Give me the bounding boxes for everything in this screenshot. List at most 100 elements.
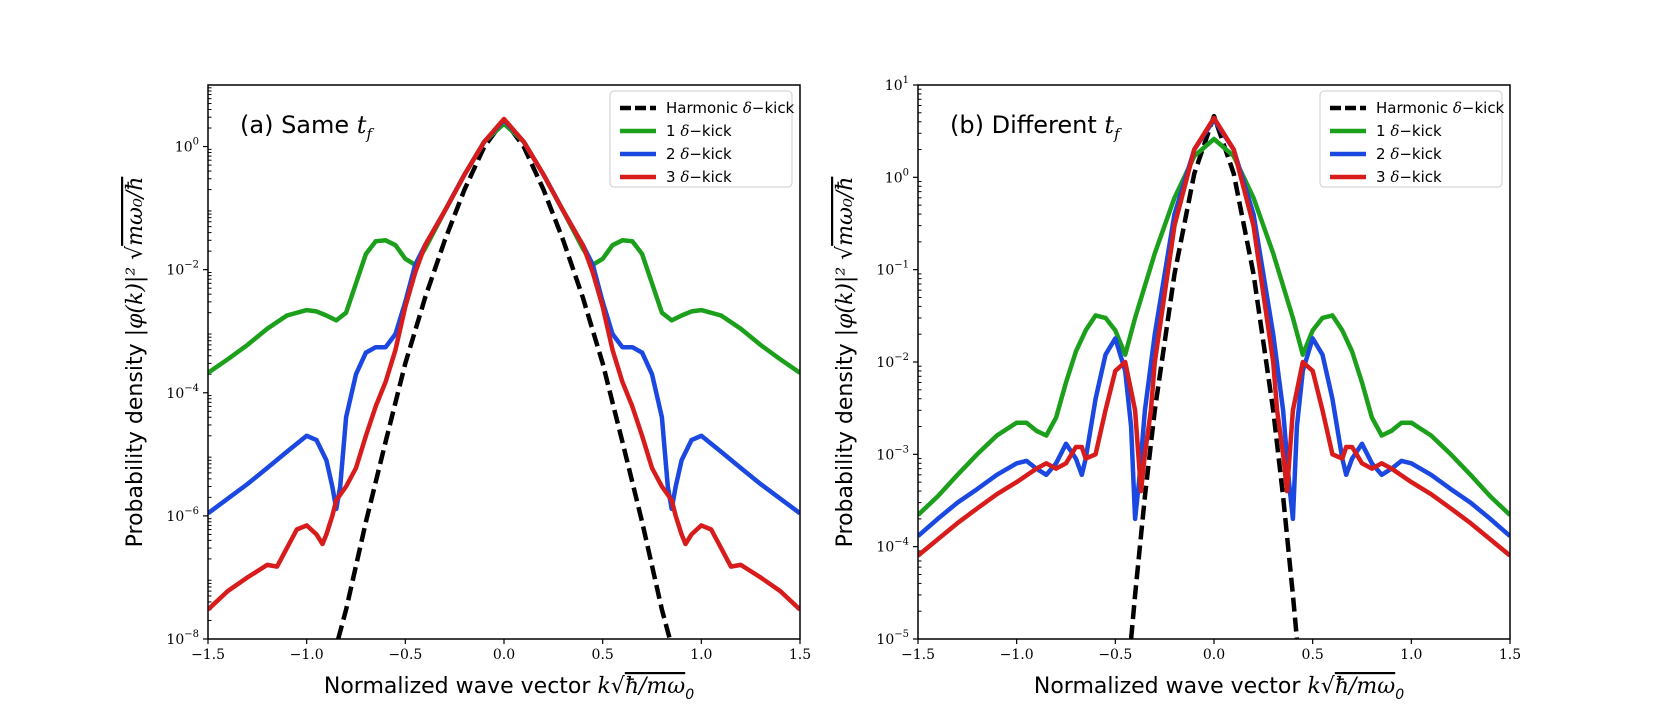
y-tick-exponent: −5: [894, 629, 909, 640]
y-axis-label-text: Probability density: [123, 336, 148, 547]
series-line-1-kick: [918, 136, 1510, 517]
legend-delta: δ: [680, 122, 689, 140]
y-tick-label: 100: [175, 137, 199, 156]
x-tick-label: −1.0: [290, 647, 324, 663]
y-tick-label: 10−3: [876, 444, 909, 463]
y-tick-base: 10: [166, 263, 184, 279]
x-tick-label: 0.0: [493, 647, 515, 663]
y-tick-base: 10: [876, 540, 894, 556]
y-tick-base: 10: [876, 263, 894, 279]
x-axis-label-radicand: ħ/mω: [625, 674, 685, 699]
x-tick-label: −1.0: [1000, 647, 1034, 663]
x-tick-label: 1.5: [789, 647, 811, 663]
y-tick-base: 10: [166, 632, 184, 648]
legend-delta: δ: [680, 145, 689, 163]
y-axis-label-root: √: [123, 245, 148, 267]
legend-label: 3 3 δ−kickδ−kick: [666, 168, 732, 186]
x-axis-label-radicand: ħ/mω: [1335, 674, 1395, 699]
x-axis-label-text: Normalized wave vector: [324, 674, 598, 699]
x-axis-label-sub: 0: [685, 687, 694, 703]
legend-kick: −kick: [752, 99, 795, 117]
panel-title-text: (a) Same: [240, 111, 357, 139]
y-tick-exponent: 1: [903, 75, 909, 86]
legend-kick: −kick: [689, 168, 732, 186]
x-axis-label: Normalized wave vector k√(ħ/mω₀)Normaliz…: [324, 674, 694, 703]
panel-title-sub: f: [365, 125, 374, 143]
legend-kick: −kick: [689, 122, 732, 140]
y-tick-exponent: −4: [894, 537, 909, 548]
legend-delta: δ: [680, 168, 689, 186]
panel-title: (a) Same tf: [240, 111, 374, 143]
y-tick-exponent: 0: [193, 137, 199, 148]
x-tick-label: 0.5: [592, 647, 614, 663]
legend-label-prefix: 3: [666, 168, 680, 186]
legend-label-prefix: Harmonic: [1376, 99, 1453, 117]
legend-label-prefix: Harmonic: [666, 99, 743, 117]
y-tick-exponent: −8: [184, 629, 199, 640]
y-tick-exponent: −2: [894, 352, 909, 363]
y-tick-label: 10−4: [876, 537, 909, 556]
series-line-1-kick: [208, 121, 800, 375]
x-axis-label-root: √: [1321, 674, 1336, 699]
y-tick-base: 10: [175, 140, 193, 156]
y-tick-label: 10−2: [166, 260, 199, 279]
legend-label: 2 2 δ−kickδ−kick: [666, 145, 732, 163]
y-axis-label-radicand: mω₀/ħ: [833, 177, 858, 246]
x-axis-label-text: Normalized wave vector: [1034, 674, 1308, 699]
y-tick-label: 100: [885, 167, 909, 186]
x-tick-label: −1.5: [901, 647, 935, 663]
legend-label: 1 1 δ−kickδ−kick: [666, 122, 732, 140]
legend-delta: δ: [1390, 168, 1399, 186]
x-tick-label: −0.5: [1098, 647, 1132, 663]
y-axis-label-radicand: mω₀/ħ: [123, 177, 148, 246]
y-axis-label-text: Probability density: [833, 336, 858, 547]
legend-kick: −kick: [1399, 122, 1442, 140]
x-tick-label: 1.5: [1499, 647, 1521, 663]
panel-title-math: t: [1104, 111, 1114, 139]
panel-b: −1.5 −1.0 −0.5 0.0 0.5 1.0 1.510−510−410−310−2…: [833, 75, 1521, 703]
legend-frame: [609, 90, 793, 188]
x-tick-label: 1.0: [1400, 647, 1422, 663]
x-tick-label: 1.0: [690, 647, 712, 663]
series-line-3-kick: [918, 115, 1510, 558]
x-tick-label: 0.5: [1302, 647, 1324, 663]
y-tick-exponent: −2: [184, 260, 199, 271]
series-line-harmonic: [1128, 113, 1300, 639]
legend-kick: −kick: [689, 145, 732, 163]
y-axis-label: Probability density |φ(k)|² √(mω₀/ħ)Prob…: [123, 177, 148, 548]
y-tick-base: 10: [166, 509, 184, 525]
x-axis-label: Normalized wave vector k√(ħ/mω₀)Normaliz…: [1034, 674, 1404, 703]
legend-delta: δ: [1390, 145, 1399, 163]
legend-kick: −kick: [1399, 145, 1442, 163]
y-tick-exponent: −6: [184, 506, 199, 517]
legend-label-prefix: 2: [666, 145, 680, 163]
y-tick-label: 101: [885, 75, 909, 94]
y-axis-label: Probability density |φ(k)|² √(mω₀/ħ)Prob…: [833, 177, 858, 548]
legend-label-prefix: 3: [1376, 168, 1390, 186]
legend-delta: δ: [1390, 122, 1399, 140]
legend-label: Harmonic Harmonic δ−kickδ−kick: [1376, 99, 1505, 117]
panel-title-sub: f: [1113, 125, 1122, 143]
plot-frame: [917, 84, 1511, 640]
y-axis-label-root: √: [833, 245, 858, 267]
legend-kick: −kick: [1462, 99, 1505, 117]
legend-frame: [1319, 90, 1503, 188]
y-tick-exponent: 0: [903, 167, 909, 178]
x-axis-label-math: k: [1307, 674, 1320, 699]
y-tick-label: 10−2: [876, 352, 909, 371]
y-tick-base: 10: [885, 78, 903, 94]
series-line-3-kick: [208, 116, 800, 612]
y-tick-base: 10: [876, 632, 894, 648]
x-axis-label-sub: 0: [1395, 687, 1404, 703]
legend-label: 1 1 δ−kickδ−kick: [1376, 122, 1442, 140]
legend-label-prefix: 2: [1376, 145, 1390, 163]
legend-label-prefix: 1: [666, 122, 680, 140]
legend: Harmonic Harmonic δ−kickδ−kick 1 1 δ−kick…: [1319, 90, 1505, 188]
x-tick-label: −1.5: [191, 647, 225, 663]
y-axis-label-math: |φ(k)|²: [833, 267, 858, 337]
y-axis-label-math: |φ(k)|²: [123, 267, 148, 337]
y-tick-label: 10−6: [166, 506, 199, 525]
y-tick-label: 10−4: [166, 383, 199, 402]
y-tick-exponent: −1: [894, 260, 909, 271]
